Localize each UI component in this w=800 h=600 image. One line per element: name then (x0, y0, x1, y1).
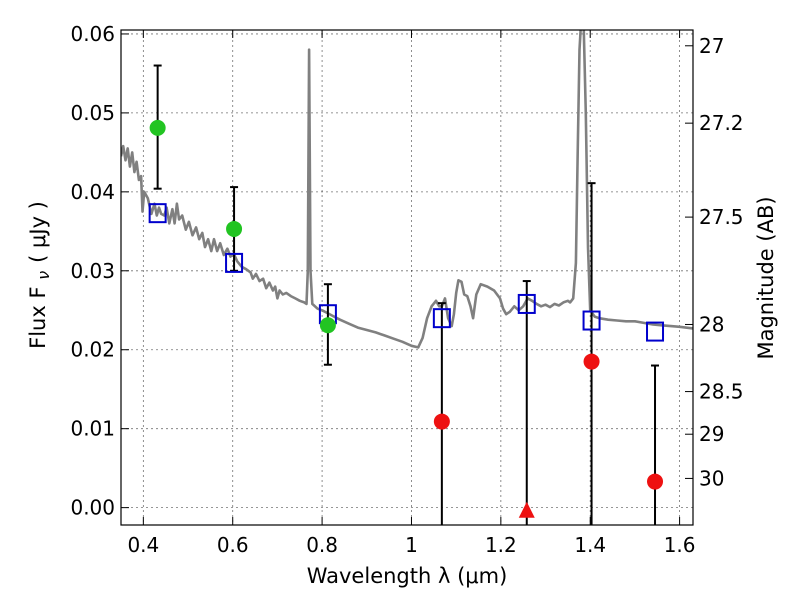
y2-tick-label: 28.5 (699, 380, 744, 404)
y-tick-label: 0.00 (70, 496, 115, 520)
y-axis-label-unit: ( μJy ) (26, 201, 50, 263)
axes: 0.4 0.6 0.8 1 1.2 1.4 1.6 0.00 0.01 0.02 0.03 0.04 0… (70, 22, 743, 557)
y-tick-label: 0.05 (70, 101, 115, 125)
y-axis-label-subscript: ν (34, 271, 53, 280)
detection-point (149, 119, 166, 136)
y2-tick-label: 29 (699, 422, 724, 446)
y-tick-label: 0.01 (70, 417, 115, 441)
y2-axis-label: Magnitude (AB) (754, 196, 778, 359)
model-square-marker (148, 203, 167, 224)
y-axis-label: Flux F ν ( μJy ) (26, 201, 53, 349)
model-square-marker (517, 293, 536, 314)
x-tick-label: 0.4 (127, 533, 159, 557)
y-tick-label: 0.02 (70, 338, 115, 362)
low-sn-point (583, 353, 600, 370)
x-tick-label: 1.2 (485, 533, 517, 557)
y-tick-label: 0.03 (70, 259, 115, 283)
markers-overflow (518, 501, 535, 518)
grid (121, 30, 693, 525)
model-square-marker (646, 321, 665, 342)
low-sn-point (433, 413, 450, 430)
detection-point (226, 220, 243, 237)
plot-frame (120, 29, 694, 526)
x-tick-label: 0.6 (217, 533, 249, 557)
y2-tick-label: 27.5 (699, 205, 744, 229)
x-tick-label: 1.6 (664, 533, 696, 557)
detection-point (319, 317, 336, 334)
template-spectrum-line (121, 30, 693, 349)
plot-area (121, 30, 693, 525)
model-square-marker (225, 252, 244, 273)
y2-tick-label: 27.2 (699, 111, 744, 135)
y-tick-label: 0.06 (70, 22, 115, 46)
low-sn-triangle-point (518, 501, 535, 518)
y-tick-label: 0.04 (70, 180, 115, 204)
low-sn-point (647, 473, 664, 490)
y2-tick-label: 30 (699, 466, 724, 490)
y2-tick-label: 28 (699, 312, 724, 336)
x-tick-label: 1.4 (574, 533, 606, 557)
y-axis-label-main: Flux F (26, 286, 50, 348)
y2-tick-label: 27 (699, 34, 724, 58)
model-square-marker (432, 308, 451, 329)
model-square-marker (582, 310, 601, 331)
x-tick-label: 0.8 (306, 533, 338, 557)
x-tick-label: 1 (405, 533, 418, 557)
x-axis-label: Wavelength λ (μm) (307, 564, 508, 588)
